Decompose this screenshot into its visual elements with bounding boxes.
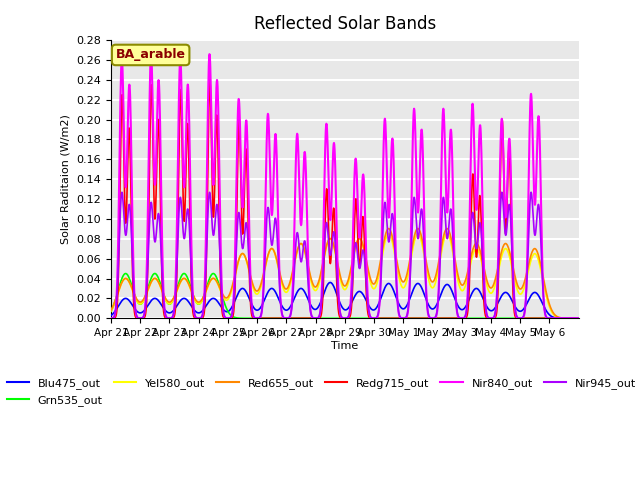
Legend: Blu475_out, Grn535_out, Yel580_out, Red655_out, Redg715_out, Nir840_out, Nir945_: Blu475_out, Grn535_out, Yel580_out, Red6… [2,374,640,410]
Y-axis label: Solar Raditaion (W/m2): Solar Raditaion (W/m2) [61,114,71,244]
Title: Reflected Solar Bands: Reflected Solar Bands [253,15,436,33]
Text: BA_arable: BA_arable [116,48,186,61]
X-axis label: Time: Time [331,341,358,351]
